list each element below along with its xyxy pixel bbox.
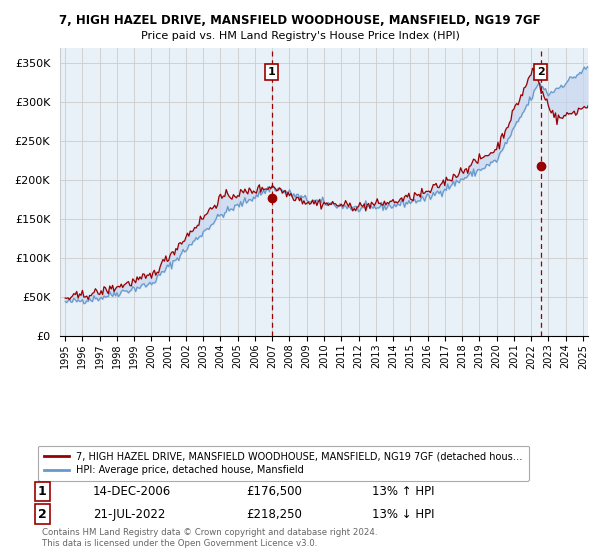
Text: 7, HIGH HAZEL DRIVE, MANSFIELD WOODHOUSE, MANSFIELD, NG19 7GF: 7, HIGH HAZEL DRIVE, MANSFIELD WOODHOUSE… [59,14,541,27]
Text: 13% ↑ HPI: 13% ↑ HPI [372,485,434,498]
Text: 1: 1 [268,67,275,77]
Text: 1: 1 [38,485,46,498]
Text: £218,250: £218,250 [246,507,302,521]
Text: Price paid vs. HM Land Registry's House Price Index (HPI): Price paid vs. HM Land Registry's House … [140,31,460,41]
Text: 14-DEC-2006: 14-DEC-2006 [93,485,171,498]
Text: 2: 2 [38,507,46,521]
Legend: 7, HIGH HAZEL DRIVE, MANSFIELD WOODHOUSE, MANSFIELD, NG19 7GF (detached hous…, H: 7, HIGH HAZEL DRIVE, MANSFIELD WOODHOUSE… [38,446,529,481]
Text: 13% ↓ HPI: 13% ↓ HPI [372,507,434,521]
Text: 21-JUL-2022: 21-JUL-2022 [93,507,166,521]
Text: Contains HM Land Registry data © Crown copyright and database right 2024.
This d: Contains HM Land Registry data © Crown c… [42,528,377,548]
Text: 2: 2 [536,67,544,77]
Text: £176,500: £176,500 [246,485,302,498]
